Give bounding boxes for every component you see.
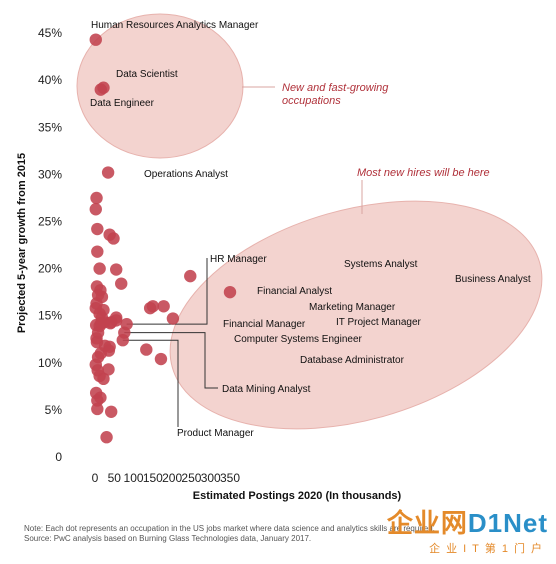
data-point [102,363,115,376]
scatter-chart: Human Resources Analytics Manager Data Sc… [16,13,543,502]
point-label: Financial Analyst [257,286,332,297]
data-point [91,394,104,407]
data-point-labeled [140,343,153,356]
data-point-labeled [157,300,170,313]
chart-note: Note: Each dot represents an occupation … [24,524,444,544]
point-label: Systems Analyst [344,259,418,270]
watermark-logo: 企业网D1Net 企业IT第1门户 [387,503,548,556]
y-tick-label: 25% [38,215,62,229]
data-point-labeled [94,83,107,96]
point-label: Operations Analyst [144,169,228,180]
point-label: Data Mining Analyst [222,384,311,395]
data-point [107,232,120,245]
data-point-labeled [89,33,102,46]
data-point-labeled [101,166,115,179]
y-tick-label: 0 [55,450,62,464]
data-point [89,203,102,216]
leader-lines [122,86,363,427]
data-point [115,277,128,290]
data-point [91,402,104,416]
data-point [97,372,110,386]
data-points [89,33,237,444]
x-tick-label: 50 [108,471,122,485]
data-point [100,431,113,444]
data-point [93,262,106,275]
x-tick-label: 300 [201,471,221,485]
data-point-labeled [184,269,197,283]
product-manager-leader [122,339,179,427]
data-point-labeled [116,333,129,347]
data-point [91,222,104,236]
note-text: Note: Each dot represents an occupation … [24,524,435,533]
point-label: Marketing Manager [309,302,396,313]
y-tick-label: 45% [38,26,62,40]
point-label: Product Manager [177,428,254,439]
x-tick-label: 100 [124,471,144,485]
point-label: HR Manager [210,254,267,265]
y-tick-label: 20% [38,262,62,276]
point-label: Financial Manager [223,319,306,330]
data-point [94,317,108,330]
y-tick-label: 5% [45,403,63,417]
x-tick-label: 250 [181,471,201,485]
data-point [104,317,117,330]
axes: 0 5% 10% 15% 20% 25% 30% 35% 40% 45% 0 50 100 150 200 2… [38,26,240,485]
x-tick-label: 0 [92,471,99,485]
point-label: Data Engineer [90,98,155,109]
data-point [91,245,104,258]
data-point-labeled [143,301,157,315]
point-label: Computer Systems Engineer [234,334,363,345]
point-labels: Human Resources Analytics Manager Data Sc… [90,20,531,439]
point-label: Database Administrator [300,355,405,366]
x-tick-label: 350 [220,471,240,485]
annotation-most-new-hires: Most new hires will be here [357,167,490,179]
x-axis-title: Estimated Postings 2020 (In thousands) [193,490,402,502]
data-point-labeled [166,312,180,325]
ellipse-new-fast-growing [76,13,244,159]
y-axis-title: Projected 5-year growth from 2015 [16,153,28,333]
point-label: Human Resources Analytics Manager [91,20,259,31]
data-point-labeled [223,285,237,299]
y-tick-label: 10% [38,356,62,370]
annotation-new-fast-growing: occupations [282,95,341,107]
watermark-brand: 企业网D1Net [387,503,548,540]
y-tick-label: 30% [38,167,62,181]
data-point [110,263,123,276]
point-label: IT Project Manager [336,317,422,328]
data-point [104,405,118,418]
data-mining-leader [124,332,218,389]
ellipse-most-new-hires [169,200,543,430]
highlight-ellipses [76,13,543,430]
hr-manager-leader [126,258,208,325]
x-tick-label: 200 [162,471,182,485]
y-tick-label: 40% [38,73,62,87]
data-point-labeled [154,352,168,366]
watermark-brand-b: D1Net [467,508,548,538]
y-tick-label: 35% [38,120,62,134]
annotation-new-fast-growing: New and fast-growing [282,82,389,94]
watermark-brand-a: 企业网 [386,508,468,538]
watermark-subtitle: 企业IT第1门户 [429,543,548,555]
point-label: Business Analyst [455,274,531,285]
point-label: Data Scientist [116,69,178,80]
source-text: Source: PwC analysis based on Burning Gl… [24,534,312,543]
y-tick-label: 15% [38,309,62,323]
data-point [90,191,103,205]
x-tick-label: 150 [143,471,163,485]
